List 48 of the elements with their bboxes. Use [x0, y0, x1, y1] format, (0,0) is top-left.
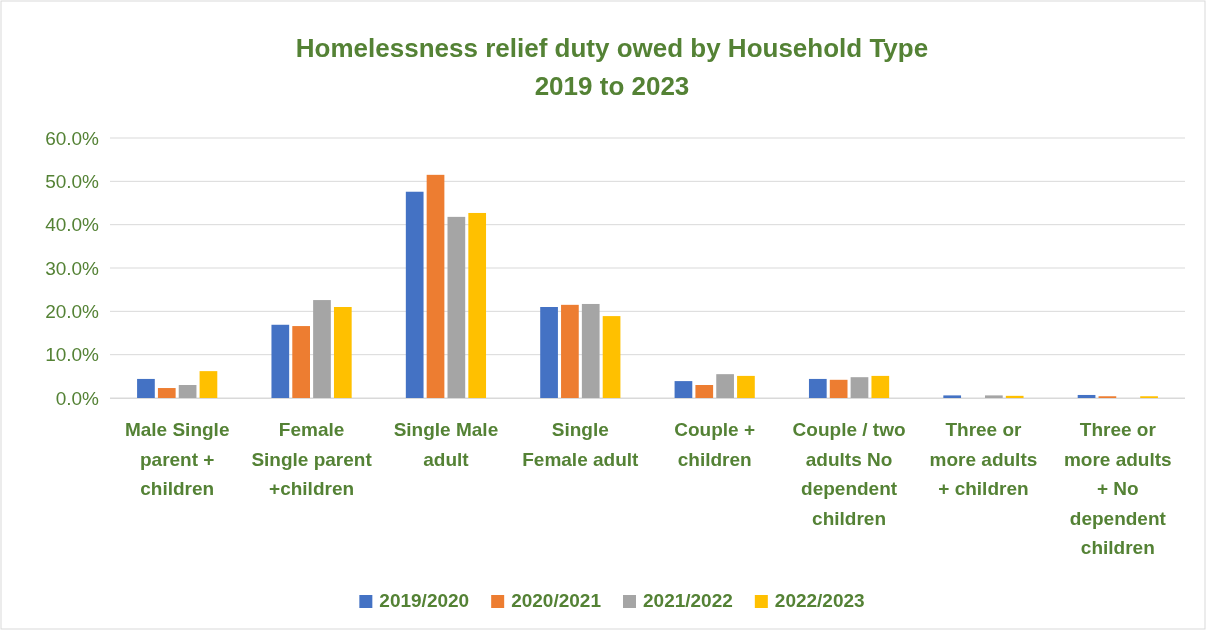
x-tick-label: Three or more adults + children	[929, 419, 1038, 499]
chart-title: Homelessness relief duty owed by Household Type 2019 to 2023	[295, 33, 929, 101]
bar	[405, 191, 424, 398]
bar	[447, 216, 466, 398]
bar	[292, 326, 310, 398]
bar	[716, 374, 734, 398]
bar	[468, 212, 487, 398]
bar	[943, 395, 962, 398]
bar	[199, 371, 218, 398]
y-tick-label: 50.0%	[45, 170, 100, 192]
bar	[426, 174, 445, 398]
bar	[178, 385, 197, 398]
y-tick-label: 20.0%	[45, 300, 100, 322]
bar	[829, 379, 848, 398]
legend-label: 2022/2023	[774, 590, 865, 611]
legend-label: 2020/2021	[511, 590, 602, 611]
bar	[561, 304, 579, 398]
bar	[602, 316, 621, 398]
x-tick-label: Couple / two adults No dependent children	[792, 419, 906, 529]
bar	[871, 375, 890, 398]
y-tick-label: 10.0%	[45, 344, 100, 366]
bar	[540, 307, 558, 398]
x-tick-label: Three or more adults + No dependent children	[1063, 419, 1172, 558]
bar	[313, 300, 331, 398]
y-tick-label: 40.0%	[45, 214, 100, 236]
bar	[674, 381, 693, 398]
x-tick-label: Male Single parent + children	[124, 419, 230, 499]
y-tick-label: 30.0%	[45, 257, 100, 279]
bar	[157, 388, 176, 398]
bar	[137, 378, 155, 398]
y-tick-label: 60.0%	[45, 127, 100, 149]
legend-label: 2021/2022	[643, 590, 733, 611]
bar	[1005, 395, 1024, 398]
bar	[808, 378, 827, 398]
bar	[850, 377, 869, 398]
bar	[581, 303, 600, 398]
bar	[985, 395, 1003, 398]
bar	[737, 375, 755, 398]
bar	[695, 385, 714, 398]
x-tick-label: Female Single parent +children	[251, 419, 373, 499]
bar	[333, 307, 352, 398]
bar	[271, 324, 290, 398]
x-tick-label: Single Male adult	[393, 419, 499, 470]
x-tick-label: Couple + children	[674, 419, 756, 470]
legend-label: 2019/2020	[379, 590, 470, 611]
bar	[1077, 394, 1096, 398]
x-tick-label: Single Female adult	[522, 419, 640, 470]
y-tick-label: 0.0%	[55, 387, 100, 409]
